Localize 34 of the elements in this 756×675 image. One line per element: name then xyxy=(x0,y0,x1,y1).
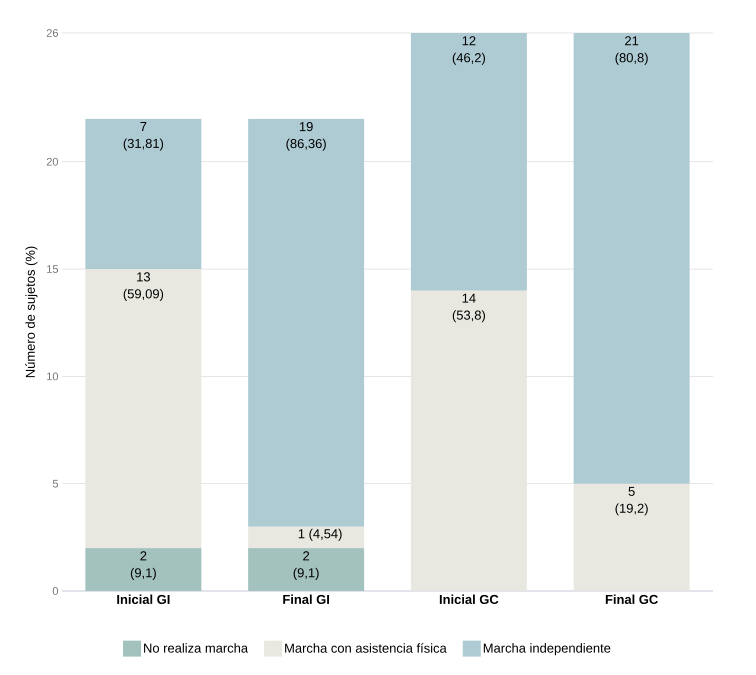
bar xyxy=(410,32,527,291)
data-label: 19 (86,36) xyxy=(286,122,326,151)
data-label: 1 (4,54) xyxy=(298,528,342,541)
legend-label: Marcha con asistencia física xyxy=(285,643,447,653)
bar xyxy=(85,118,202,270)
data-label: 7 (31,81) xyxy=(124,122,164,151)
y-axis-title: Número de sujetos (%) xyxy=(25,246,38,378)
y-tick-label: 20 xyxy=(46,158,58,166)
data-label: 2 (9,1) xyxy=(130,551,156,580)
y-tick-label: 26 xyxy=(46,29,58,37)
x-tick-label: Inicial GC xyxy=(440,594,498,604)
x-tick-label: Final GC xyxy=(606,594,658,604)
legend-label: No realiza marcha xyxy=(144,643,248,653)
bar xyxy=(574,32,690,484)
bar xyxy=(85,269,202,548)
bar xyxy=(410,290,527,591)
data-label: 14 (53,8) xyxy=(452,294,485,322)
bar xyxy=(85,548,202,591)
data-label: 12 (46,2) xyxy=(452,36,485,65)
bar xyxy=(248,526,364,548)
data-label: 5 (19,2) xyxy=(616,486,648,516)
bar xyxy=(574,484,690,591)
legend-label: Marcha independiente xyxy=(484,643,610,656)
bar xyxy=(248,118,364,527)
y-tick-label: 5 xyxy=(52,480,58,488)
data-label: 21 (80,8) xyxy=(616,36,648,65)
x-tick-label: Final GI xyxy=(283,594,330,604)
data-label: 2 (9,1) xyxy=(294,551,319,580)
y-tick-label: 15 xyxy=(47,265,58,273)
bar xyxy=(248,548,364,591)
x-tick-label: Inicial GI xyxy=(117,594,170,604)
data-label: 13 (59,09) xyxy=(124,272,164,301)
y-tick-label: 10 xyxy=(47,372,58,380)
y-tick-label: 0 xyxy=(52,587,58,595)
